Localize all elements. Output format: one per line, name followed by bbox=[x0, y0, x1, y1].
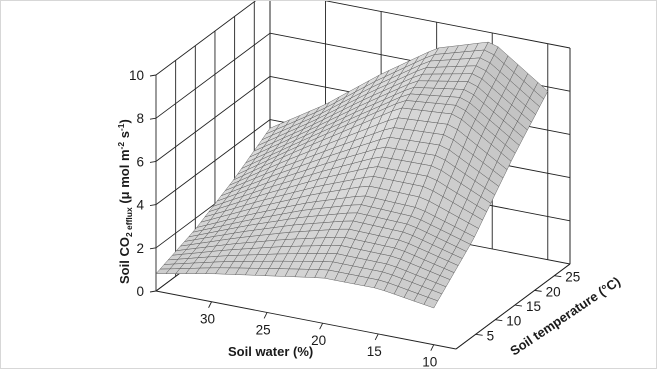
x-tick-label: 10 bbox=[422, 355, 437, 370]
axis-ticks: 0 2 4 6 8 10 30 25 20 15 10 5 10 15 20 25 bbox=[129, 68, 580, 370]
z-tick-label: 8 bbox=[136, 111, 144, 126]
y-tick-label: 5 bbox=[487, 328, 495, 343]
x-tick-mark bbox=[208, 301, 212, 308]
z-tick-label: 4 bbox=[136, 198, 144, 213]
y-tick-mark bbox=[514, 304, 523, 307]
y-tick-mark bbox=[495, 319, 503, 322]
x-tick-label: 15 bbox=[367, 344, 382, 359]
x-axis-label: Soil water (%) bbox=[228, 344, 313, 359]
y-tick-label: 10 bbox=[506, 314, 521, 329]
y-tick-label: 15 bbox=[526, 299, 541, 314]
z-tick-mark bbox=[149, 204, 157, 207]
z-tick-mark bbox=[149, 247, 157, 250]
response-surface bbox=[155, 41, 571, 350]
x-tick-label: 25 bbox=[256, 322, 271, 337]
wall-gridline bbox=[155, 76, 271, 162]
z-tick-mark bbox=[149, 117, 157, 120]
wall-gridline bbox=[155, 32, 271, 119]
surface-cell bbox=[423, 297, 439, 309]
y-tick-label: 20 bbox=[546, 284, 561, 299]
z-tick-label: 10 bbox=[129, 68, 144, 83]
z-tick-label: 0 bbox=[136, 284, 144, 299]
wall-gridline bbox=[155, 119, 271, 205]
wall-gridline bbox=[324, 1, 571, 49]
x-tick-mark bbox=[430, 344, 435, 351]
floor-edge bbox=[455, 263, 571, 350]
y-tick-mark bbox=[475, 333, 483, 336]
y-axis-label: Soil temperature (°C) bbox=[507, 274, 623, 359]
x-tick-label: 30 bbox=[200, 312, 215, 327]
y-tick-label: 25 bbox=[565, 270, 580, 285]
x-tick-mark bbox=[263, 312, 268, 319]
floor-edge bbox=[155, 290, 457, 350]
x-tick-label: 20 bbox=[311, 333, 326, 348]
z-tick-label: 6 bbox=[136, 154, 144, 169]
z-tick-mark bbox=[149, 160, 157, 163]
y-tick-mark bbox=[554, 275, 562, 278]
x-tick-mark bbox=[374, 333, 379, 341]
z-tick-mark bbox=[149, 290, 157, 293]
y-tick-mark bbox=[534, 289, 542, 292]
z-tick-mark bbox=[149, 74, 157, 77]
z-tick-label: 2 bbox=[136, 241, 144, 256]
z-axis-label: Soil CO2 efflux (μ mol m-2 s-1) bbox=[116, 119, 134, 284]
x-tick-mark bbox=[319, 323, 324, 330]
wall-gridline bbox=[155, 1, 256, 76]
